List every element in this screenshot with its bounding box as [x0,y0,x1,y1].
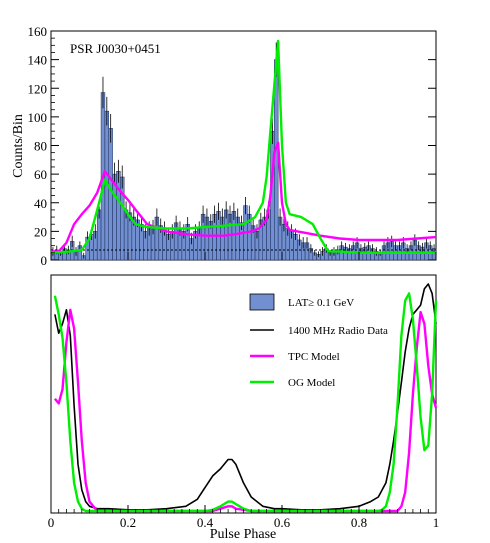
legend-swatch-lat [249,293,275,311]
pulsar-name-label: PSR J0030+0451 [70,41,161,56]
x-tick-label: 1 [433,515,440,530]
x-tick-label: 0.8 [351,515,367,530]
y-tick-label: 20 [34,224,47,239]
gamma-ray-light-curve-panel: 0 20 40 60 80 100 120 140 160 PSR J0030+0451 Cou… [11,24,437,268]
x-tick-label: 0.2 [120,515,136,530]
x-tick-label: 0 [48,515,55,530]
x-axis: 0 0.2 0.4 0.6 0.8 1 [48,505,440,530]
bottom-plot-frame [50,274,437,514]
lat-histogram [50,59,437,261]
y-tick-label: 140 [28,53,48,68]
legend-label-tpc: TPC Model [288,351,340,363]
y-tick-label: 100 [28,110,48,125]
y-axis-label: Counts/Bin [11,114,26,178]
1400-mhz-radio-data-curve [54,283,437,511]
histogram-bar [116,171,121,261]
legend-label-og: OG Model [288,377,335,389]
og-model-curve [53,292,438,513]
og-model-curve-top [50,39,436,255]
profile-curves [53,283,438,513]
histogram-bar [108,128,113,261]
x-axis-label: Pulse Phase [210,527,277,542]
y-tick-label: 160 [28,24,48,39]
x-tick-label: 0.4 [197,515,214,530]
y-tick-label: 40 [34,196,47,211]
legend: LAT≥ 0.1 GeV 1400 MHz Radio Data TPC Mod… [249,293,388,389]
legend-label-lat: LAT≥ 0.1 GeV [288,297,354,309]
radio-and-model-panel: 0 0.2 0.4 0.6 0.8 1 Pulse Phase LAT≥ 0.1 GeV … [48,274,440,542]
histogram-bar [120,176,125,261]
legend-label-radio: 1400 MHz Radio Data [288,325,388,337]
top-x-ticks [50,252,437,260]
tpc-model-curve [53,308,438,513]
y-tick-label: 120 [28,81,48,96]
tpc-model-curve-top [51,141,437,253]
model-curves [50,39,437,255]
x-tick-label: 0.6 [274,515,291,530]
y-tick-label: 0 [41,253,48,268]
y-tick-label: 60 [34,167,47,182]
y-axis: 0 20 40 60 80 100 120 140 160 [28,24,436,268]
y-tick-label: 80 [34,139,47,154]
